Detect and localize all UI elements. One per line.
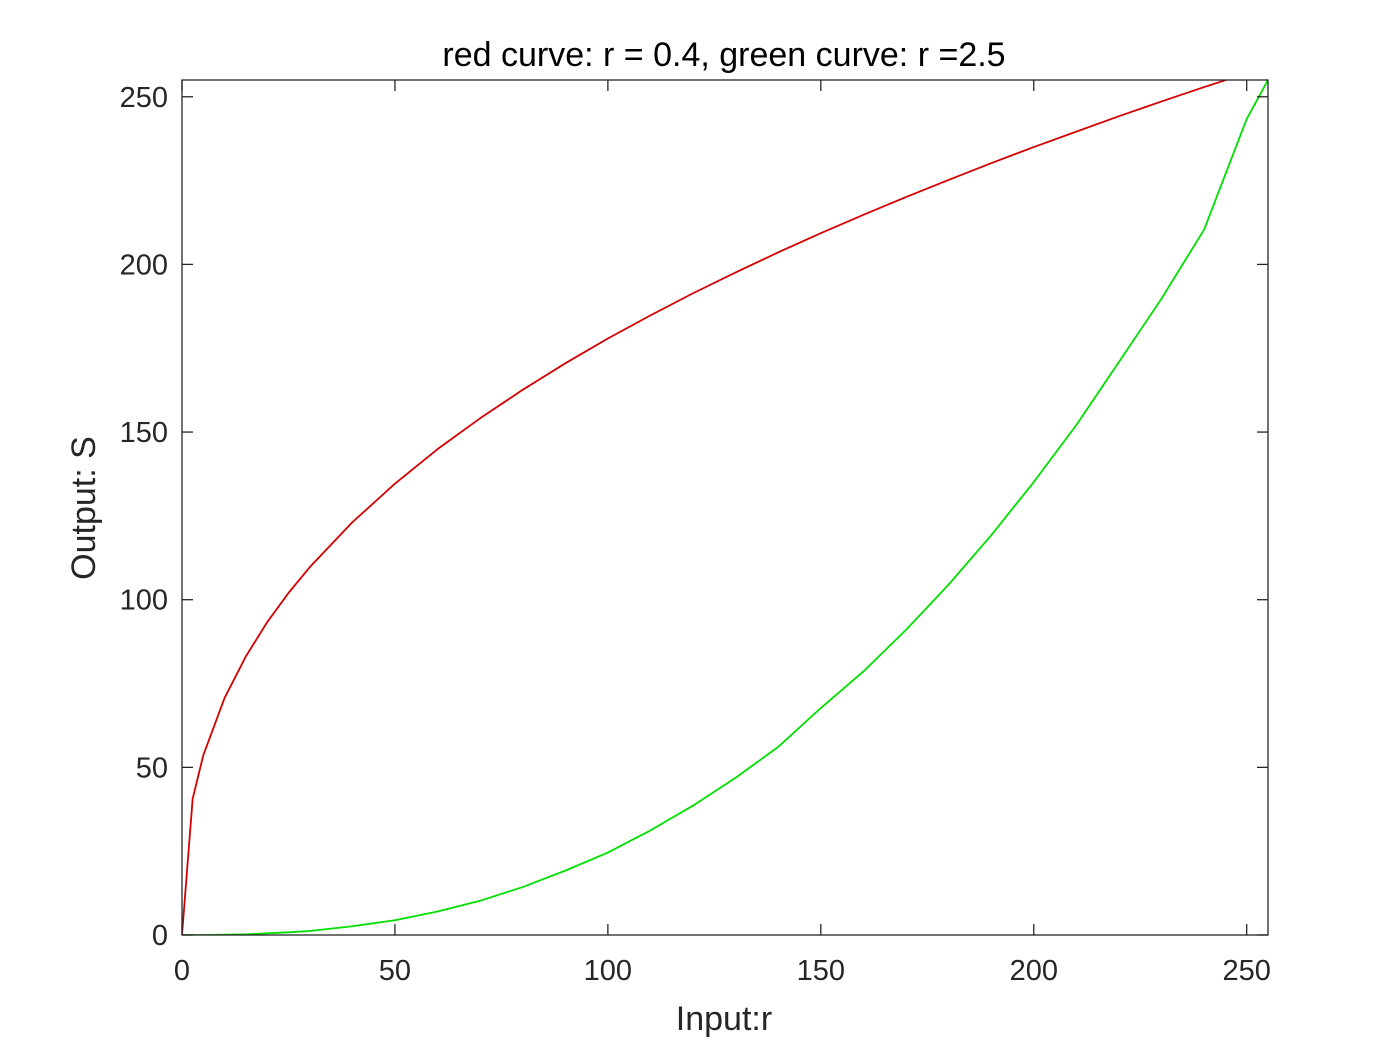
y-tick-label-150: 150 bbox=[120, 417, 168, 449]
y-tick-label-50: 50 bbox=[136, 752, 168, 784]
y-axis-label: Output: S bbox=[65, 436, 103, 580]
y-tick-label-100: 100 bbox=[120, 585, 168, 617]
y-tick-label-250: 250 bbox=[120, 82, 168, 114]
chart-title: red curve: r = 0.4, green curve: r =2.5 bbox=[442, 36, 1005, 74]
axes-box bbox=[181, 79, 1269, 936]
x-tick-label-0: 0 bbox=[174, 955, 190, 987]
series-line-0 bbox=[182, 80, 1268, 935]
y-tick-label-0: 0 bbox=[152, 920, 168, 952]
y-tick-label-200: 200 bbox=[120, 249, 168, 281]
plot-area: 0 50 100 150 200 250 0 50 100 150 200 250 bbox=[120, 79, 1271, 987]
x-tick-label-150: 150 bbox=[797, 955, 845, 987]
x-tick-label-100: 100 bbox=[584, 955, 632, 987]
series-line-1 bbox=[182, 80, 1268, 935]
x-tick-label-50: 50 bbox=[379, 955, 411, 987]
x-tick-label-200: 200 bbox=[1010, 955, 1058, 987]
x-axis-label: Input:r bbox=[676, 1000, 772, 1038]
x-tick-label-250: 250 bbox=[1223, 955, 1271, 987]
